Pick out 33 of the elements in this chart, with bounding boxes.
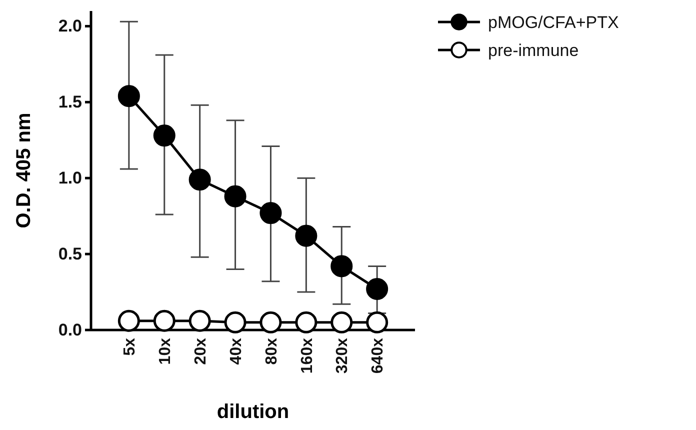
point [224, 311, 246, 334]
x-tick-label: 320x [334, 338, 352, 374]
point [260, 202, 282, 224]
point [188, 310, 211, 332]
point [153, 310, 176, 332]
x-tick-label: 160x [298, 338, 316, 374]
point [366, 278, 388, 300]
x-tick-label: 640x [370, 338, 387, 374]
point [188, 168, 211, 191]
x-tick-label: 40x [228, 338, 245, 365]
y-tick-label: 1.5 [58, 92, 82, 112]
point [295, 311, 318, 334]
point [295, 224, 318, 247]
x-tick-label: 10x [156, 338, 174, 365]
legend-label: pMOG/CFA+PTX [488, 13, 619, 32]
legend-label: pre-immune [488, 41, 579, 60]
y-tick-label: 1.0 [58, 168, 82, 188]
point [224, 185, 246, 208]
point [260, 311, 282, 334]
point [118, 85, 140, 108]
y-axis-title: O.D. 405 nm [13, 112, 35, 228]
point [366, 311, 388, 334]
x-tick-label: 20x [192, 338, 210, 365]
y-tick-label: 2.0 [58, 16, 82, 36]
x-tick-label: 5x [122, 338, 139, 356]
y-tick-label: 0.0 [58, 320, 82, 340]
point [330, 311, 353, 334]
y-tick-label: 0.5 [58, 244, 82, 264]
x-axis-title: dilution [216, 401, 290, 423]
point [330, 255, 353, 278]
point [118, 310, 140, 332]
x-tick-label: 80x [263, 338, 280, 365]
point [153, 124, 176, 147]
